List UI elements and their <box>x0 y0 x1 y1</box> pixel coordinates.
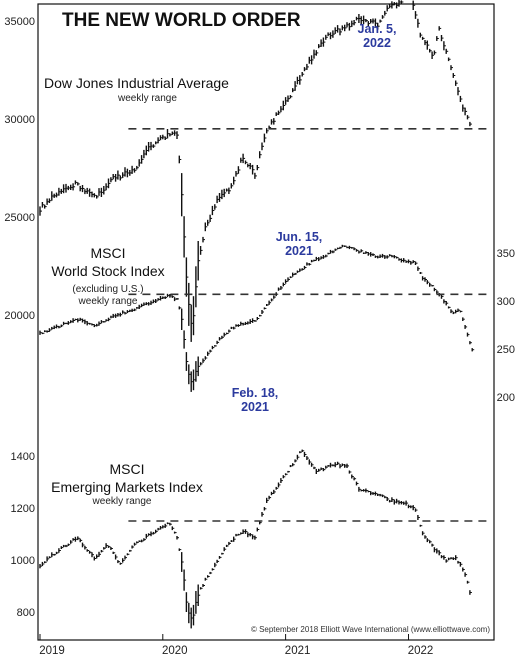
peak-year-world: 2021 <box>285 244 313 258</box>
label-dow: Dow Jones Industrial Average <box>44 75 229 91</box>
x-tick-label: 2019 <box>39 645 65 657</box>
bars-dow <box>39 0 472 342</box>
label-emerging-line2: Emerging Markets Index <box>51 479 203 495</box>
label-emerging-line1: MSCI <box>110 461 145 477</box>
y-axis-world: 200 250 300 350 <box>497 248 515 404</box>
y-tick-label: 200 <box>497 392 515 404</box>
x-axis: 2019 2020 2021 2022 <box>39 634 433 657</box>
peak-date-world: Jun. 15, <box>276 230 323 244</box>
panel-world: 200 250 300 350 MSCI World Stock Index (exc… <box>39 230 515 404</box>
y-tick-label: 1000 <box>11 555 35 567</box>
sublabel-world-line2: weekly range <box>78 296 138 307</box>
y-tick-label: 300 <box>497 296 515 308</box>
chart-title: THE NEW WORLD ORDER <box>62 10 301 31</box>
peak-date-emerging: Feb. 18, <box>232 386 279 400</box>
panel-emerging: 800 1000 1200 1400 MSCI Emerging Markets In… <box>11 386 492 629</box>
label-world-line1: MSCI <box>91 245 126 261</box>
y-tick-label: 800 <box>17 607 35 619</box>
y-tick-label: 1200 <box>11 503 35 515</box>
label-world-line2: World Stock Index <box>51 263 164 279</box>
y-tick-label: 1400 <box>11 451 35 463</box>
sublabel-emerging: weekly range <box>92 496 152 507</box>
y-tick-label: 20000 <box>4 310 35 322</box>
y-axis-dow: 20000 25000 30000 35000 <box>4 16 35 322</box>
sublabel-world-line1: (excluding U.S.) <box>72 284 143 295</box>
y-axis-emerging: 800 1000 1200 1400 <box>11 451 35 619</box>
peak-year-emerging: 2021 <box>241 400 269 414</box>
peak-date-dow: Jan. 5, <box>358 22 397 36</box>
panel-dow: 20000 25000 30000 35000 Dow Jones Industria… <box>4 0 492 342</box>
x-tick-label: 2021 <box>285 645 311 657</box>
x-tick-label: 2022 <box>408 645 434 657</box>
bars-emerging <box>39 449 472 629</box>
y-tick-label: 250 <box>497 344 515 356</box>
y-tick-label: 25000 <box>4 212 35 224</box>
bars-world <box>39 244 475 392</box>
copyright-note: © September 2018 Elliott Wave Internatio… <box>251 625 490 634</box>
y-tick-label: 350 <box>497 248 515 260</box>
y-tick-label: 35000 <box>4 16 35 28</box>
peak-year-dow: 2022 <box>363 36 391 50</box>
y-tick-label: 30000 <box>4 114 35 126</box>
x-tick-label: 2020 <box>162 645 188 657</box>
sublabel-dow: weekly range <box>117 93 177 104</box>
plot-frame <box>37 3 495 641</box>
